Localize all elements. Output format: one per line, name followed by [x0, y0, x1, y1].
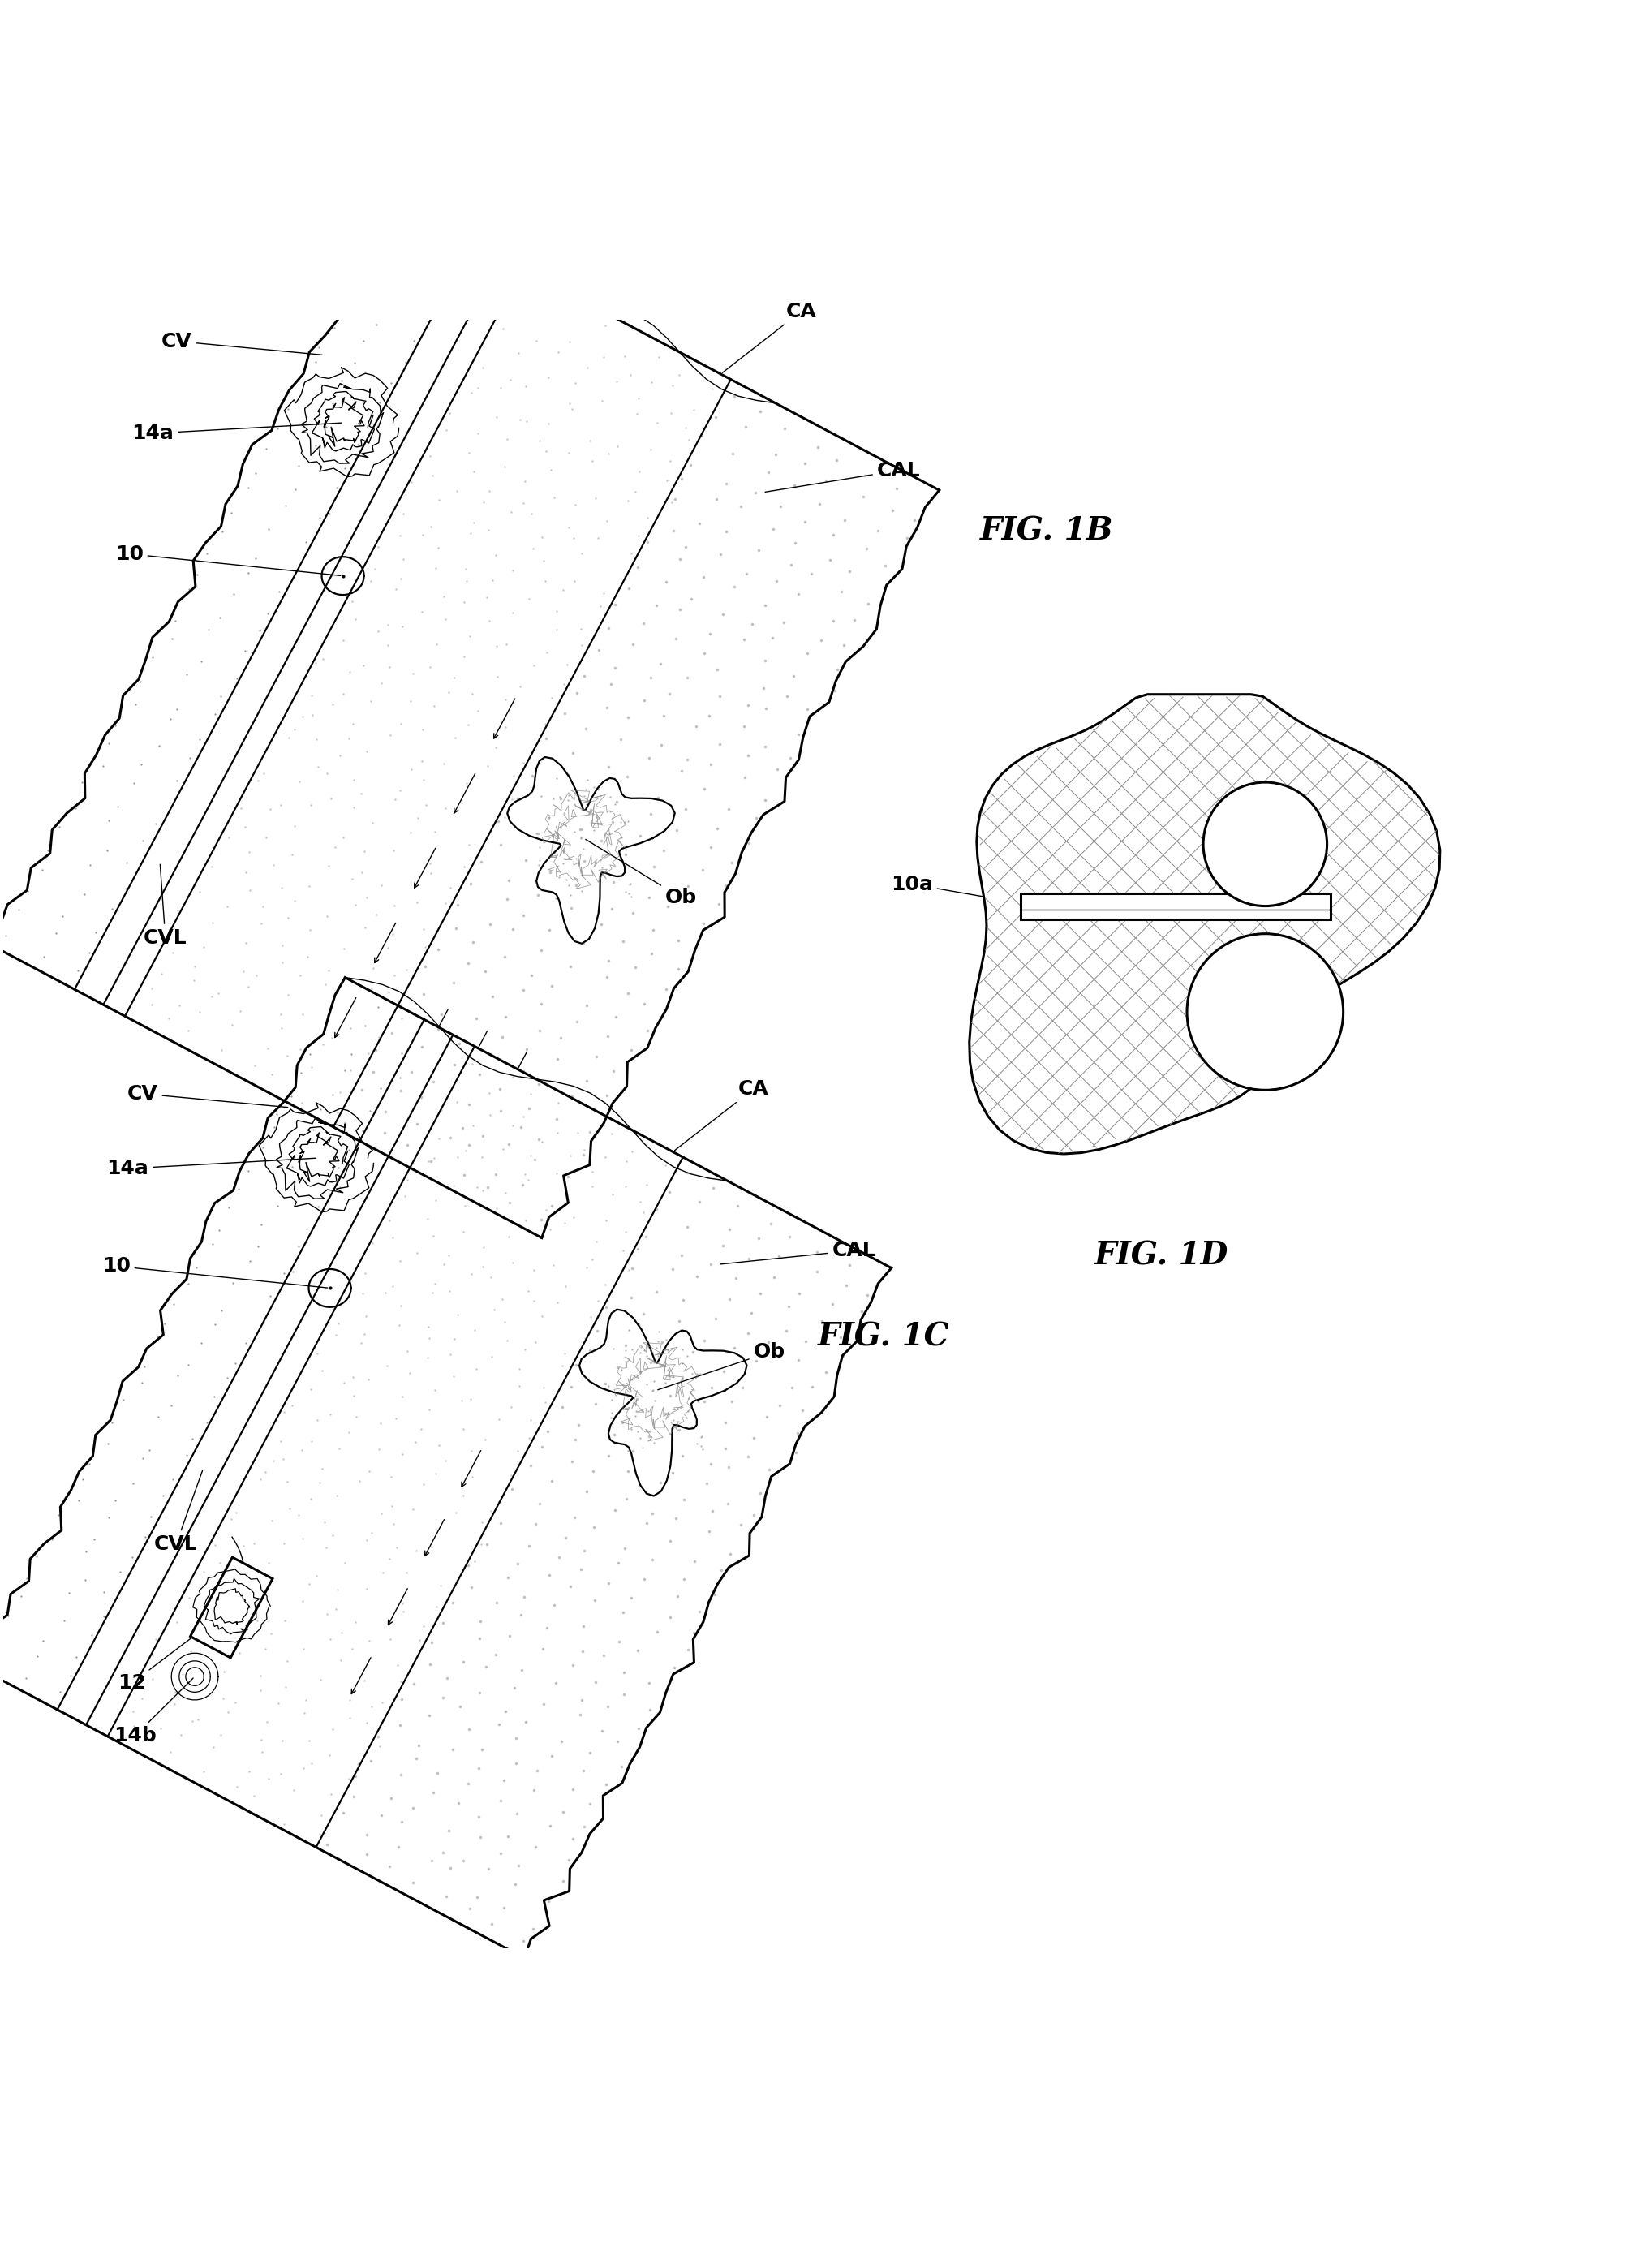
Text: 14b: 14b: [113, 1678, 193, 1746]
Text: Ob: Ob: [585, 839, 696, 907]
Polygon shape: [969, 694, 1440, 1154]
Text: 12: 12: [1324, 826, 1431, 864]
Text: 10: 10: [114, 544, 340, 576]
Text: CA: CA: [722, 302, 815, 372]
Text: FIG. 1C: FIG. 1C: [817, 1322, 949, 1352]
Text: FIG. 1D: FIG. 1D: [1093, 1241, 1227, 1270]
Text: Ob: Ob: [657, 1343, 784, 1390]
Text: CV: CV: [162, 331, 322, 354]
Circle shape: [1203, 782, 1327, 905]
Text: 10a: 10a: [891, 875, 1034, 905]
Text: FIG. 1B: FIG. 1B: [980, 515, 1113, 547]
Text: 14a: 14a: [132, 422, 342, 442]
Text: CA: CA: [675, 1080, 768, 1150]
Text: 10: 10: [101, 1256, 327, 1288]
Polygon shape: [190, 1558, 273, 1658]
Text: 14a: 14a: [106, 1159, 315, 1179]
Text: CV: CV: [127, 1084, 288, 1107]
Circle shape: [1186, 934, 1343, 1091]
FancyBboxPatch shape: [1020, 894, 1330, 919]
Text: 12: 12: [118, 1608, 229, 1692]
Text: CAL: CAL: [765, 460, 920, 492]
Text: CVL: CVL: [154, 1470, 203, 1554]
Text: CAL: CAL: [721, 1241, 876, 1263]
Text: CVL: CVL: [144, 864, 186, 948]
